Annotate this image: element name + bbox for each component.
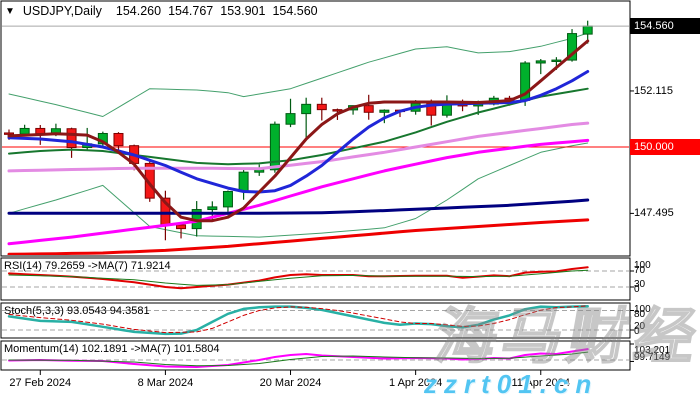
stoch-scale-label: 20 xyxy=(634,321,646,332)
time-axis-label: 1 Apr 2024 xyxy=(389,377,443,389)
momentum-pane[interactable] xyxy=(2,348,629,368)
ohlc-low: 153.901 xyxy=(220,4,266,18)
candle-body xyxy=(19,127,30,135)
symbol-dropdown-icon[interactable]: ▼ xyxy=(5,5,15,17)
stoch-scale-label: 100 xyxy=(634,304,651,315)
rsi-scale-label: 70 xyxy=(634,265,646,276)
candle-body xyxy=(551,59,562,62)
current-price-badge: 154.560 xyxy=(630,18,700,34)
momentum-ma-line xyxy=(8,351,589,367)
candle-body xyxy=(113,132,124,147)
ma-magenta-line xyxy=(7,138,590,246)
stoch-scale-label: 80 xyxy=(634,309,646,320)
candle-body xyxy=(332,109,343,112)
symbol-timeframe-label: USDJPY,Daily xyxy=(22,4,102,18)
candle-body xyxy=(238,171,249,193)
candle-body xyxy=(207,206,218,211)
candle-body xyxy=(535,60,546,64)
level-price-badge: 150.000 xyxy=(630,139,700,155)
rsi-scale-label: 30 xyxy=(634,279,646,290)
ma-red-line xyxy=(7,218,590,255)
rsi-ma-line xyxy=(8,269,589,286)
ohlc-open: 154.260 xyxy=(115,4,162,18)
ma-maroon-line xyxy=(7,39,590,223)
stoch-d-line xyxy=(8,305,589,334)
candle-body xyxy=(4,132,14,135)
candle-body xyxy=(301,103,312,115)
time-axis-label: 20 Mar 2024 xyxy=(259,377,322,389)
bb-middle-line xyxy=(8,87,589,166)
time-axis-label: 27 Feb 2024 xyxy=(9,377,72,389)
candle-body xyxy=(379,109,390,113)
ohlc-high: 154.767 xyxy=(168,4,214,18)
momentum-scale-label: 99.7149 xyxy=(634,352,671,363)
watermark-url: zzrt01.cn xyxy=(424,369,599,399)
candle-body xyxy=(269,123,280,171)
momentum-scale-label: 103.201 xyxy=(634,345,671,356)
chart-title-bar: ▼ USDJPY,Daily 154.260 154.767 153.901 1… xyxy=(5,4,325,18)
rsi-line xyxy=(8,266,589,290)
price-axis-label: 152.115 xyxy=(634,84,673,97)
ma-navy-line xyxy=(7,198,590,215)
candle-body xyxy=(285,113,296,125)
watermark-chinese: 海马财经 xyxy=(430,302,700,371)
candle-body xyxy=(316,103,327,111)
momentum-indicator-label: Momentum(14) 102.1891 ->MA(7) 101.5804 xyxy=(4,343,220,355)
candle-body xyxy=(144,162,155,199)
candle-body xyxy=(582,25,593,35)
candle-body xyxy=(567,33,578,61)
stoch-pane[interactable] xyxy=(2,305,629,336)
candle-body xyxy=(363,105,374,113)
bb-lower-line xyxy=(8,142,589,238)
main-price-pane[interactable] xyxy=(1,20,630,255)
candle-body xyxy=(66,128,77,149)
stoch-scale-label: 0 xyxy=(634,326,640,337)
rsi-scale-label: 100 xyxy=(634,260,651,271)
ohlc-close: 154.560 xyxy=(272,4,318,18)
rsi-pane[interactable] xyxy=(2,266,629,290)
bb-upper-line xyxy=(8,32,589,117)
price-axis-label: 147.495 xyxy=(634,207,674,220)
time-axis-label: 8 Mar 2024 xyxy=(137,377,194,389)
rsi-scale-label: 0 xyxy=(634,284,640,295)
rsi-indicator-label: RSI(14) 79.2659 ->MA(7) 71.9214 xyxy=(4,260,171,272)
candle-body xyxy=(222,191,233,208)
time-axis-label: 11 Apr 2024 xyxy=(511,377,571,389)
ma-violet-line xyxy=(7,121,590,173)
stoch-indicator-label: Stoch(5,3,3) 93.0543 94.3581 xyxy=(4,305,150,317)
candle-body xyxy=(176,224,187,230)
